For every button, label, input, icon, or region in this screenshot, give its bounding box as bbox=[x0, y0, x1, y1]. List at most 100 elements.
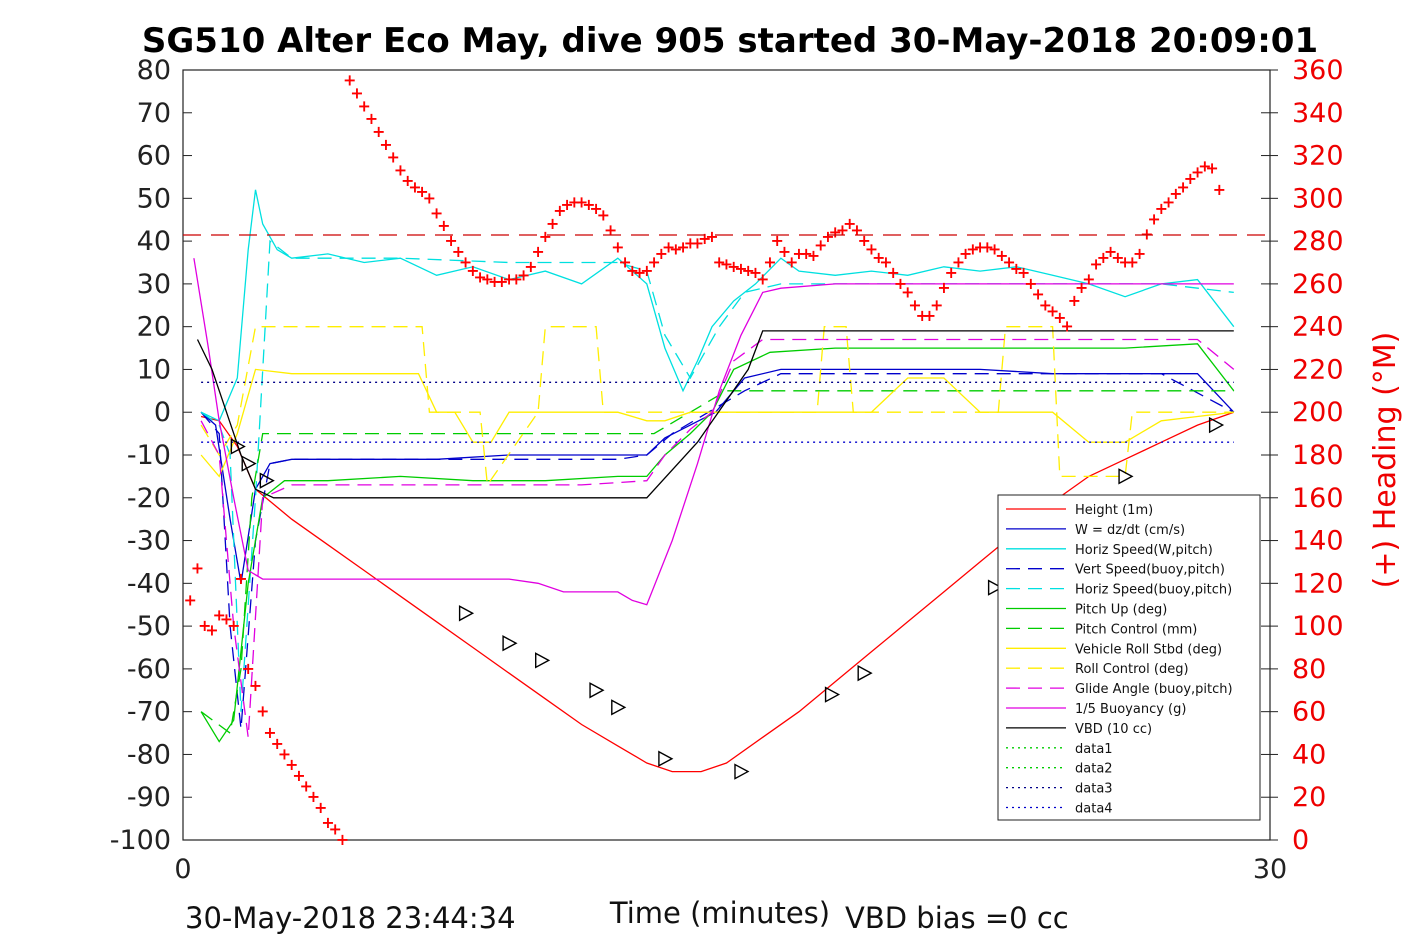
heading-point: + bbox=[720, 255, 733, 274]
heading-point: + bbox=[894, 274, 907, 293]
triangle-marker bbox=[230, 438, 246, 455]
legend-item-label: data1 bbox=[1075, 742, 1113, 757]
heading-point: + bbox=[263, 723, 276, 742]
heading-point: + bbox=[459, 253, 472, 272]
x-axis: 0 30 bbox=[174, 831, 1287, 885]
chart-title: SG510 Alter Eco May, dive 905 started 30… bbox=[142, 21, 1318, 61]
heading-point: + bbox=[1111, 248, 1124, 267]
y-tick-label: 70 bbox=[137, 98, 171, 129]
y2-tick-label: 360 bbox=[1292, 55, 1344, 86]
heading-point: + bbox=[676, 238, 689, 257]
heading-point: + bbox=[220, 610, 233, 629]
triangle-marker bbox=[502, 635, 518, 652]
heading-point: + bbox=[473, 267, 486, 286]
series-line-10 bbox=[193, 258, 1234, 606]
legend-item-label: Glide Angle (buoy,pitch) bbox=[1075, 682, 1233, 697]
y2-tick-label: 300 bbox=[1292, 183, 1344, 214]
legend: Height (1m) W = dz/dt (cm/s) Horiz Speed(W… bbox=[997, 494, 1261, 821]
heading-point: + bbox=[1162, 193, 1175, 212]
heading-point: + bbox=[198, 616, 211, 635]
heading-point: + bbox=[763, 253, 776, 272]
heading-point: + bbox=[1097, 248, 1110, 267]
heading-point: + bbox=[1155, 199, 1168, 218]
heading-point: + bbox=[589, 199, 602, 218]
y2-tick-label: 20 bbox=[1292, 782, 1326, 813]
y2-tick-label: 180 bbox=[1292, 440, 1344, 471]
heading-point: + bbox=[778, 242, 791, 261]
heading-point: + bbox=[807, 246, 820, 265]
heading-point: + bbox=[865, 240, 878, 259]
legend-item-label: data3 bbox=[1075, 782, 1113, 797]
heading-point: + bbox=[502, 270, 515, 289]
heading-point: + bbox=[466, 261, 479, 280]
heading-point: + bbox=[626, 261, 639, 280]
triangle-marker bbox=[824, 686, 841, 703]
y2-tick-label: 60 bbox=[1292, 697, 1326, 728]
heading-points: ++++++++++++++++++++++++++++++++++++++++… bbox=[184, 71, 1226, 849]
y-tick-label: -30 bbox=[127, 526, 171, 557]
heading-point: + bbox=[560, 195, 573, 214]
heading-point: + bbox=[365, 109, 378, 128]
x-axis-label: Time (minutes) bbox=[609, 896, 830, 930]
triangle-marker bbox=[1118, 468, 1134, 485]
heading-point: + bbox=[1140, 225, 1153, 244]
heading-point: + bbox=[1118, 253, 1131, 272]
y-axis-right: 3603403203002802602402202001801601401201… bbox=[1270, 55, 1344, 856]
heading-point: + bbox=[857, 231, 870, 250]
series-line-2 bbox=[200, 189, 1235, 422]
heading-point: + bbox=[1002, 253, 1015, 272]
heading-point: + bbox=[242, 659, 255, 678]
heading-point: + bbox=[582, 195, 595, 214]
y-axis-left: 80 70 60 50 40 30 20 10 0 -10 -20 -30 -40 -50 -60 -70 -8… bbox=[110, 55, 1270, 856]
heading-point: + bbox=[343, 71, 356, 90]
triangle-marker bbox=[535, 652, 551, 669]
heading-point: + bbox=[1213, 180, 1226, 199]
series-line-8 bbox=[200, 326, 1234, 487]
y2-tick-label: 160 bbox=[1292, 483, 1344, 514]
heading-point: + bbox=[1017, 263, 1030, 282]
series-line-3 bbox=[200, 373, 1235, 729]
heading-point: + bbox=[792, 244, 805, 263]
x-tick-label: 30 bbox=[1253, 854, 1287, 885]
legend-item-label: Pitch Up (deg) bbox=[1075, 603, 1167, 618]
heading-point: + bbox=[647, 253, 660, 272]
legend-item-label: Horiz Speed(buoy,pitch) bbox=[1075, 583, 1232, 598]
heading-point: + bbox=[973, 238, 986, 257]
heading-point: + bbox=[314, 798, 327, 817]
legend-item-label: data2 bbox=[1075, 762, 1113, 777]
heading-point: + bbox=[191, 558, 204, 577]
heading-point: + bbox=[278, 744, 291, 763]
y-tick-label: 80 bbox=[137, 55, 171, 86]
heading-point: + bbox=[785, 253, 798, 272]
heading-point: + bbox=[742, 261, 755, 280]
y-tick-label: -50 bbox=[127, 611, 171, 642]
heading-point: + bbox=[1169, 184, 1182, 203]
y2-tick-label: 0 bbox=[1292, 825, 1309, 856]
heading-point: + bbox=[1024, 274, 1037, 293]
heading-point: + bbox=[517, 265, 530, 284]
y-tick-label: 20 bbox=[137, 312, 171, 343]
heading-point: + bbox=[843, 214, 856, 233]
heading-point: + bbox=[988, 240, 1001, 259]
x-tick-label: 0 bbox=[174, 854, 191, 885]
y2-tick-label: 260 bbox=[1292, 269, 1344, 300]
heading-point: + bbox=[401, 171, 414, 190]
heading-point: + bbox=[923, 306, 936, 325]
y-tick-label: 30 bbox=[137, 269, 171, 300]
heading-point: + bbox=[213, 605, 226, 624]
legend-item-label: Vert Speed(buoy,pitch) bbox=[1075, 563, 1225, 578]
heading-point: + bbox=[285, 755, 298, 774]
series-layer bbox=[193, 189, 1235, 773]
series-line-7 bbox=[200, 368, 1234, 478]
heading-point: + bbox=[879, 253, 892, 272]
heading-point: + bbox=[394, 161, 407, 180]
heading-point: + bbox=[524, 257, 537, 276]
heading-point: + bbox=[452, 242, 465, 261]
y-axis-right-label: (+) Heading (°M) bbox=[1368, 332, 1403, 589]
heading-point: + bbox=[633, 263, 646, 282]
heading-point: + bbox=[575, 193, 588, 212]
triangle-marker bbox=[458, 605, 475, 622]
heading-point: + bbox=[307, 787, 320, 806]
heading-point: + bbox=[1075, 278, 1088, 297]
heading-point: + bbox=[1126, 253, 1139, 272]
